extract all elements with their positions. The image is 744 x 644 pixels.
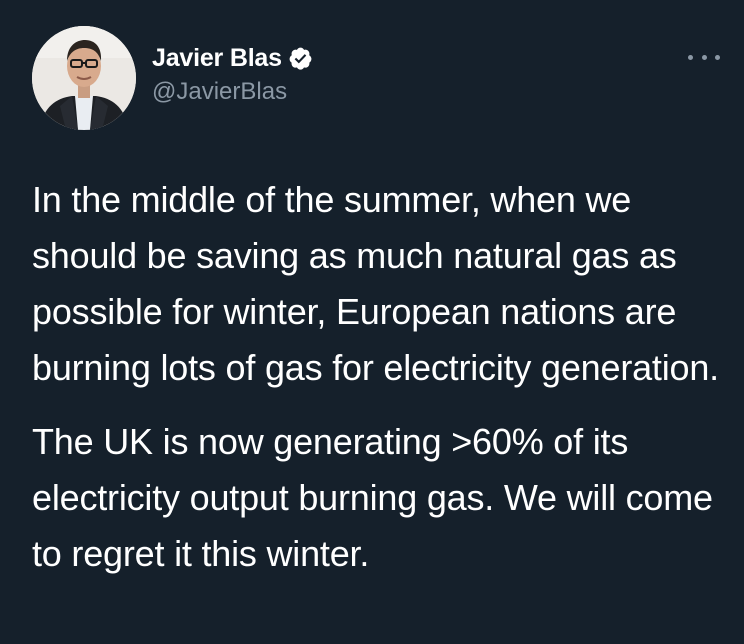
author-info: Javier Blas @JavierBlas bbox=[152, 42, 313, 106]
more-dot bbox=[688, 54, 693, 60]
tweet-header: Javier Blas @JavierBlas bbox=[32, 26, 722, 130]
profile-photo bbox=[32, 26, 136, 130]
more-dot bbox=[701, 54, 707, 60]
more-options-icon[interactable] bbox=[688, 50, 720, 64]
tweet-paragraph: In the middle of the summer, when we sho… bbox=[32, 179, 719, 388]
handle[interactable]: @JavierBlas bbox=[152, 78, 288, 105]
tweet-text: In the middle of the summer, when we sho… bbox=[32, 172, 732, 582]
display-name-row[interactable]: Javier Blas bbox=[152, 42, 313, 74]
avatar[interactable] bbox=[32, 26, 136, 130]
display-name[interactable]: Javier Blas bbox=[152, 43, 282, 72]
verified-badge-icon bbox=[288, 46, 313, 71]
tweet-paragraph: The UK is now generating >60% of its ele… bbox=[32, 421, 713, 574]
more-dot bbox=[715, 54, 720, 60]
